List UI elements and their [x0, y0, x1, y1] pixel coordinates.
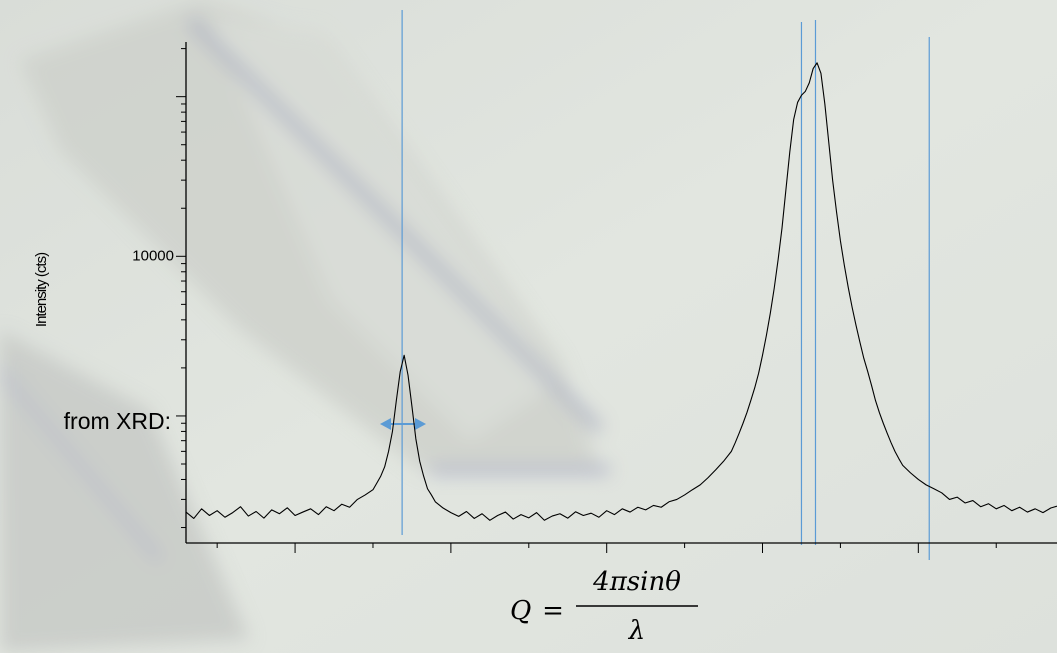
y-tick-label: 10000: [132, 247, 174, 264]
formula-denominator: λ: [628, 616, 645, 646]
formula-numerator: 4πsinθ: [592, 567, 681, 597]
background-crystal: [0, 0, 610, 653]
formula-lhs: Q: [510, 596, 531, 626]
y-axis-label: Intensity (cts): [33, 252, 50, 327]
data-line: [185, 62, 1057, 521]
annotation: from XRD:: [64, 408, 171, 434]
formula: Q = 4πsinθ λ: [510, 567, 698, 646]
formula-equals: =: [542, 596, 564, 626]
